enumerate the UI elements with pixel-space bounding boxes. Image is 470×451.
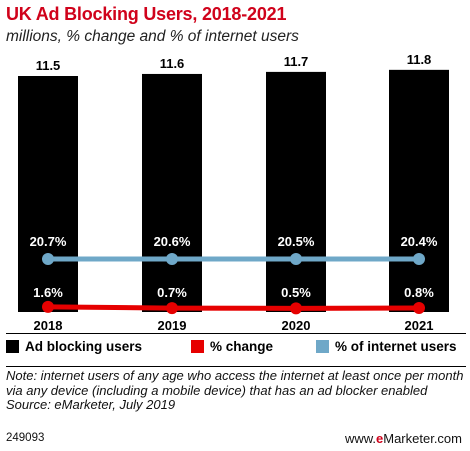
change-line: [47, 304, 420, 311]
change-label-2020: 0.5%: [281, 285, 311, 300]
change-label-2019: 0.7%: [157, 285, 187, 300]
change-point-2019: [166, 302, 178, 315]
legend-swatch-bar: [6, 340, 19, 353]
note-top-rule: [6, 366, 466, 367]
share-point-2020: [290, 253, 302, 265]
legend-label-percent-change: % change: [210, 339, 274, 354]
legend-item-percent-internet-users: % of internet users: [316, 339, 457, 354]
share-point-2019: [166, 253, 178, 265]
x-tick-2018: 2018: [34, 318, 63, 333]
legend-item-ad-blocking-users: Ad blocking users: [6, 339, 142, 354]
bar-label-2018: 11.5: [36, 58, 61, 73]
brand-e: e: [376, 431, 384, 446]
chart-subtitle: millions, % change and % of internet use…: [6, 28, 299, 45]
share-label-2019: 20.6%: [154, 234, 191, 249]
change-label-2021: 0.8%: [404, 285, 434, 300]
share-point-2018: [42, 253, 54, 265]
legend: Ad blocking users % change % of internet…: [6, 339, 466, 359]
bar-2019: [142, 73, 202, 313]
brand-prefix: www.: [344, 431, 377, 446]
legend-item-percent-change: % change: [191, 339, 273, 354]
chart-title: UK Ad Blocking Users, 2018-2021: [6, 4, 287, 24]
bar-label-2021: 11.8: [407, 52, 432, 67]
share-label-2018: 20.7%: [30, 234, 67, 249]
share-point-2021: [413, 253, 425, 265]
note-text: Note: internet users of any age who acce…: [6, 368, 464, 398]
x-tick-2021: 2021: [405, 318, 434, 333]
bar-label-2019: 11.6: [160, 56, 185, 71]
brand-suffix: Marketer.com: [383, 431, 462, 446]
bar-2021: [389, 69, 449, 312]
legend-label-ad-blocking-users: Ad blocking users: [25, 339, 143, 354]
x-tick-2019: 2019: [158, 318, 187, 333]
legend-swatch-share: [316, 340, 329, 353]
change-label-2018: 1.6%: [33, 285, 63, 300]
chart-id: 249093: [6, 432, 45, 444]
chart-area: 11.5 11.6 11.7 11.8 2018 2019 2020 2021 20.7% 20.…: [18, 52, 449, 333]
note-block: Note: internet users of any age who acce…: [6, 368, 464, 413]
legend-label-percent-internet-users: % of internet users: [335, 339, 457, 354]
change-point-2018: [42, 300, 54, 313]
change-point-2021: [413, 301, 425, 314]
share-label-2020: 20.5%: [278, 234, 315, 249]
x-tick-2020: 2020: [282, 318, 311, 333]
bar-2018: [18, 76, 78, 312]
source-text: Source: eMarketer, July 2019: [6, 397, 176, 412]
share-label-2021: 20.4%: [401, 234, 438, 249]
change-point-2020: [290, 302, 302, 315]
bar-2020: [266, 71, 326, 312]
bar-label-2020: 11.7: [284, 54, 309, 69]
brand-link[interactable]: www.eMarketer.com: [345, 431, 462, 446]
legend-swatch-change: [191, 340, 204, 353]
legend-top-rule: [6, 333, 466, 334]
